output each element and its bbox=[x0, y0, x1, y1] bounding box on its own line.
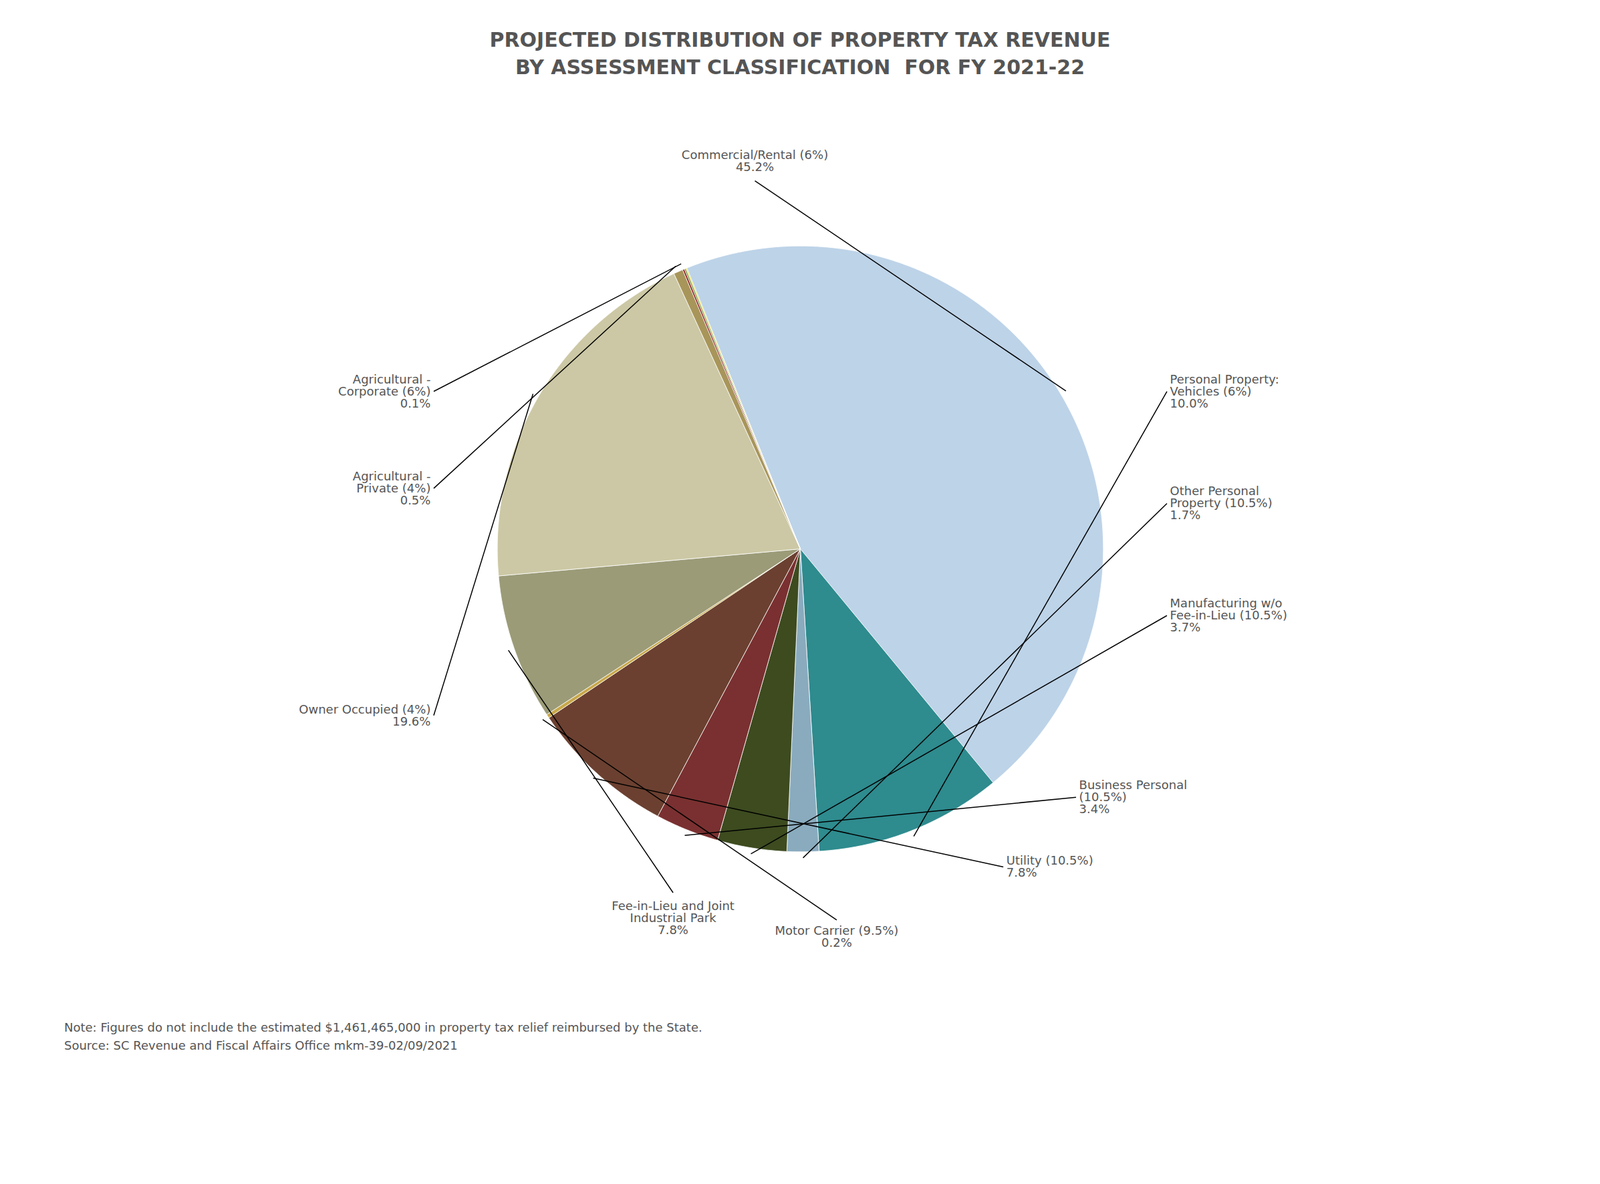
html-text:Note: Figures do not include t: Note: Figures do not include the estimat… bbox=[64, 1020, 703, 1035]
svg-text:Motor Carrier (9.5%)0.2%: Motor Carrier (9.5%)0.2% bbox=[775, 923, 899, 950]
svg-text:Fee-in-Lieu and JointIndustria: Fee-in-Lieu and JointIndustrial Park7.8% bbox=[611, 898, 735, 938]
svg-text:Agricultural -Corporate (6%)0.: Agricultural -Corporate (6%)0.1% bbox=[338, 372, 431, 411]
svg-text:Personal Property:Vehicles (6%: Personal Property:Vehicles (6%)10.0% bbox=[1170, 372, 1280, 411]
svg-text:Commercial/Rental (6%)45.2%: Commercial/Rental (6%)45.2% bbox=[681, 147, 829, 174]
svg-text:Manufacturing w/oFee-in-Lieu (: Manufacturing w/oFee-in-Lieu (10.5%)3.7% bbox=[1170, 596, 1288, 635]
svg-text:Owner Occupied (4%)19.6%: Owner Occupied (4%)19.6% bbox=[298, 702, 431, 729]
html-text:Source: SC Revenue and Fiscal: Source: SC Revenue and Fiscal Affairs Of… bbox=[64, 1038, 458, 1053]
svg-text:Business Personal(10.5%)3.4%: Business Personal(10.5%)3.4% bbox=[1079, 777, 1188, 817]
svg-text:Agricultural -Private (4%)0.5%: Agricultural -Private (4%)0.5% bbox=[352, 469, 432, 508]
svg-text:Other PersonalProperty (10.5%): Other PersonalProperty (10.5%)1.7% bbox=[1170, 483, 1273, 522]
svg-text:Utility (10.5%)7.8%: Utility (10.5%)7.8% bbox=[1006, 853, 1094, 880]
html-text:PROJECTED DISTRIBUTION OF PROP: PROJECTED DISTRIBUTION OF PROPERTY TAX R… bbox=[489, 28, 1111, 79]
